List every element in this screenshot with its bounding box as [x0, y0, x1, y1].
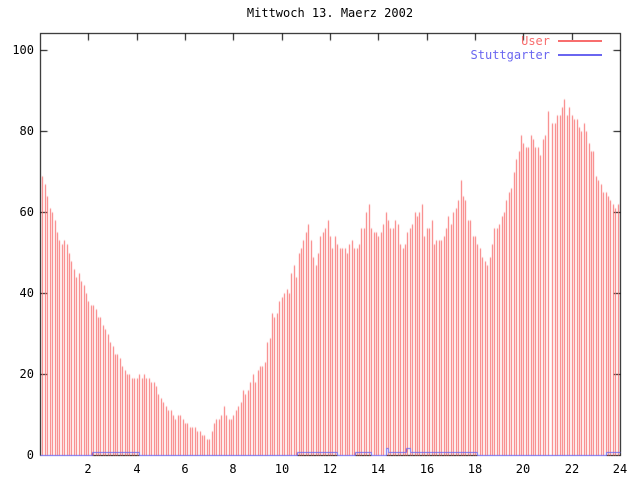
legend-label-stuttgarter: Stuttgarter: [470, 48, 550, 62]
x-axis-tick-label: 12: [322, 462, 338, 476]
x-axis-tick-label: 24: [612, 462, 628, 476]
x-axis-tick-label: 20: [515, 462, 531, 476]
legend-line-sample-user: [558, 40, 602, 42]
x-axis-tick-label: 22: [564, 462, 580, 476]
legend-label-user: User: [521, 34, 550, 48]
y-axis-tick-label: 100: [12, 43, 34, 57]
x-axis-tick-label: 16: [419, 462, 435, 476]
x-axis-tick-label: 10: [274, 462, 290, 476]
legend-line-sample-stuttgarter: [558, 54, 602, 56]
y-axis-tick-label: 60: [19, 205, 34, 219]
y-axis-tick-label: 20: [19, 367, 34, 381]
x-axis-tick-label: 18: [467, 462, 483, 476]
x-axis-tick-label: 14: [370, 462, 386, 476]
x-axis-tick-label: 6: [181, 462, 189, 476]
x-axis-tick-label: 2: [84, 462, 92, 476]
y-axis-tick-label: 40: [19, 286, 34, 300]
chart-title: Mittwoch 13. Maerz 2002: [246, 6, 414, 20]
y-axis-tick-label: 0: [26, 448, 34, 462]
x-axis-tick-label: 8: [229, 462, 237, 476]
x-axis-tick-label: 4: [133, 462, 141, 476]
y-axis-tick-label: 80: [19, 124, 34, 138]
